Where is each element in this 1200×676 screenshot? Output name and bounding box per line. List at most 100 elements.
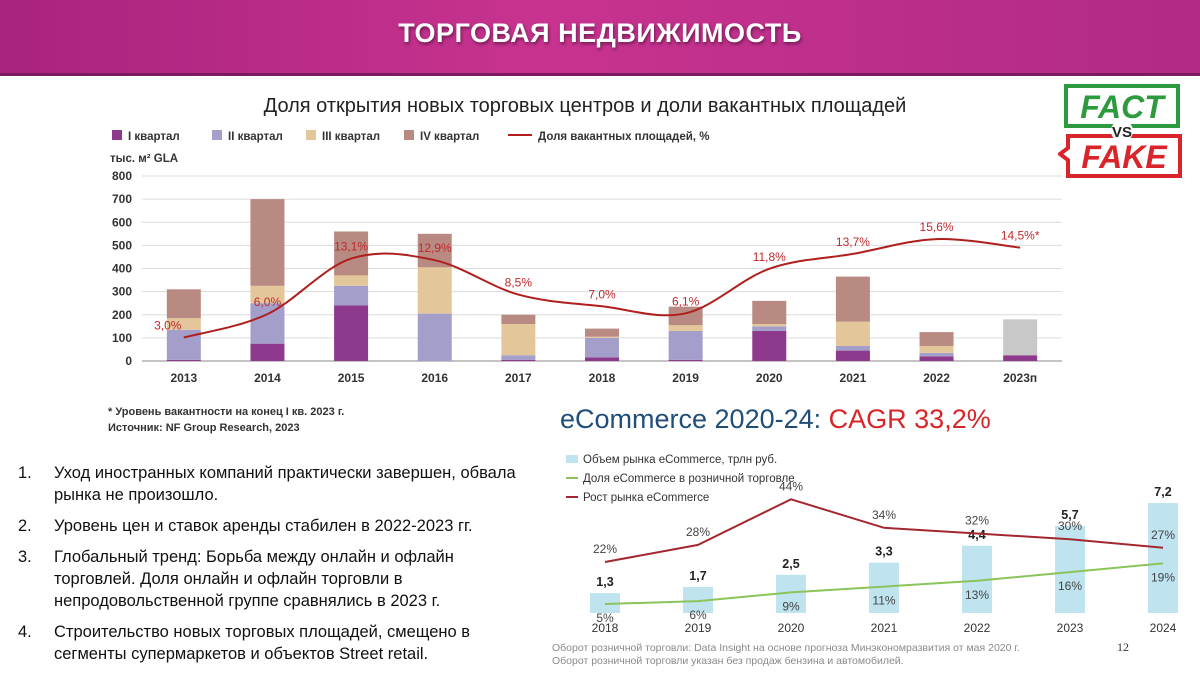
ecommerce-bar: [683, 587, 713, 613]
growth-label: 30%: [1058, 519, 1082, 533]
vacancy-label: 6,0%: [254, 295, 282, 309]
growth-label: 22%: [593, 542, 617, 556]
bar-segment: [585, 357, 619, 361]
page-number: 12: [1117, 640, 1129, 654]
y-tick-label: 700: [112, 192, 132, 206]
x-tick-label: 2024: [1150, 621, 1177, 635]
growth-line: [604, 498, 1164, 563]
key-point-number: 1.: [18, 464, 32, 482]
ecommerce-bar: [869, 562, 899, 613]
ecommerce-bar: [590, 593, 620, 613]
y-tick-label: 200: [112, 308, 132, 322]
bar-segment: [250, 343, 285, 361]
bar-segment: [585, 336, 619, 338]
bar-value-label: 1,3: [596, 575, 613, 589]
fact-vs-fake-logo: FACT VS FAKE: [1058, 84, 1182, 178]
legend-swatch-2: [212, 130, 222, 140]
bar-segment: [835, 321, 870, 346]
bar-segment: [752, 326, 787, 331]
vacancy-label: 12,9%: [418, 241, 452, 255]
key-point-number: 4.: [18, 623, 32, 641]
ecommerce-footnote-2: Оборот розничной торговли указан без про…: [552, 655, 904, 667]
vacancy-line: [183, 238, 1021, 339]
growth-label: 27%: [1151, 528, 1175, 542]
ecommerce-cagr: CAGR 33,2%: [828, 404, 991, 434]
y-tick-label: 800: [112, 169, 132, 183]
key-point-text: Уровень цен и ставок аренды стабилен в 2…: [54, 517, 473, 535]
x-tick-label: 2018: [592, 621, 619, 635]
bar-segment: [334, 231, 369, 276]
ecommerce-bar: [776, 574, 806, 613]
share-label: 6%: [689, 608, 707, 622]
legend-label: Доля eCommerce в розничной торговле: [583, 473, 795, 485]
logo-vs-text: VS: [1112, 124, 1132, 141]
bar-segment: [835, 345, 870, 351]
x-tick-label: 2014: [254, 371, 281, 385]
share-label: 16%: [1058, 579, 1082, 593]
x-tick-label: 2023: [1057, 621, 1084, 635]
bar-segment: [166, 329, 201, 360]
ecommerce-bar: [1055, 525, 1085, 613]
y-axis-label: тыс. м² GLA: [110, 153, 178, 165]
y-tick-label: 400: [112, 262, 132, 276]
share-label: 13%: [965, 588, 989, 602]
bar-segment: [668, 325, 703, 331]
x-tick-label: 2020: [756, 371, 783, 385]
ecommerce-bar: [962, 545, 992, 613]
vacancy-label: 13,7%: [836, 235, 870, 249]
bar-segment: [250, 303, 285, 344]
legend-label: Доля вакантных площадей, %: [538, 131, 709, 143]
bar-segment: [919, 345, 954, 353]
legend-label: I квартал: [128, 131, 180, 143]
x-tick-label: 2021: [871, 621, 898, 635]
key-point: 2. Уровень цен и ставок аренды стабилен в…: [18, 515, 533, 537]
chart1-title: Доля открытия новых торговых центров и д…: [263, 95, 907, 117]
bar-segment: [668, 330, 703, 360]
share-label: 9%: [782, 599, 800, 613]
bar-segment: [166, 359, 201, 361]
key-point: 1. Уход иностранных компаний практически …: [18, 462, 533, 506]
legend-swatch-1: [112, 130, 122, 140]
ecommerce-bar: [1148, 503, 1178, 613]
key-points-list: 1. Уход иностранных компаний практически …: [18, 462, 533, 674]
bar-segment: [1003, 319, 1038, 356]
y-tick-label: 600: [112, 215, 132, 229]
logo-vs-badge: [1111, 120, 1133, 142]
key-point: 4. Строительство новых торговых площадей,…: [18, 621, 533, 665]
bar-segment: [585, 328, 619, 337]
bar-segment: [417, 233, 452, 268]
key-point-number: 3.: [18, 548, 32, 566]
y-tick-label: 100: [112, 331, 132, 345]
y-tick-label: 500: [112, 238, 132, 252]
x-tick-label: 2023п: [1003, 371, 1037, 385]
key-point: 3. Глобальный тренд: Борьба между онлайн …: [18, 546, 533, 612]
page-title: ТОРГОВАЯ НЕДВИЖИМОСТЬ: [398, 18, 802, 48]
x-tick-label: 2019: [685, 621, 712, 635]
key-point-text: Глобальный тренд: Борьба между онлайн и …: [54, 548, 454, 610]
bar-segment: [417, 267, 452, 314]
bar-segment: [501, 359, 536, 361]
vacancy-label: 15,6%: [920, 220, 954, 234]
share-label: 11%: [872, 594, 895, 608]
bar-segment: [250, 199, 285, 286]
vacancy-label: 6,1%: [672, 294, 700, 308]
legend-label: III квартал: [322, 131, 380, 143]
vacancy-label: 14,5%*: [1001, 229, 1040, 243]
legend-label: Рост рынка eCommerce: [583, 492, 709, 504]
header-banner: ТОРГОВАЯ НЕДВИЖИМОСТЬ: [0, 0, 1200, 73]
bar-segment: [501, 355, 536, 360]
legend-label: II квартал: [228, 131, 283, 143]
bar-segment: [166, 289, 201, 319]
bar-segment: [417, 313, 452, 361]
chart1-note-source: Источник: NF Group Research, 2023: [108, 422, 300, 434]
bar-segment: [919, 332, 954, 346]
bar-segment: [1003, 355, 1038, 361]
bar-segment: [752, 324, 787, 327]
bar-value-label: 7,2: [1154, 485, 1171, 499]
bar-segment: [919, 356, 954, 361]
x-tick-label: 2019: [672, 371, 699, 385]
bar-value-label: 3,3: [875, 545, 892, 559]
bar-segment: [919, 352, 954, 357]
x-tick-label: 2021: [840, 371, 867, 385]
bar-segment: [334, 275, 369, 286]
